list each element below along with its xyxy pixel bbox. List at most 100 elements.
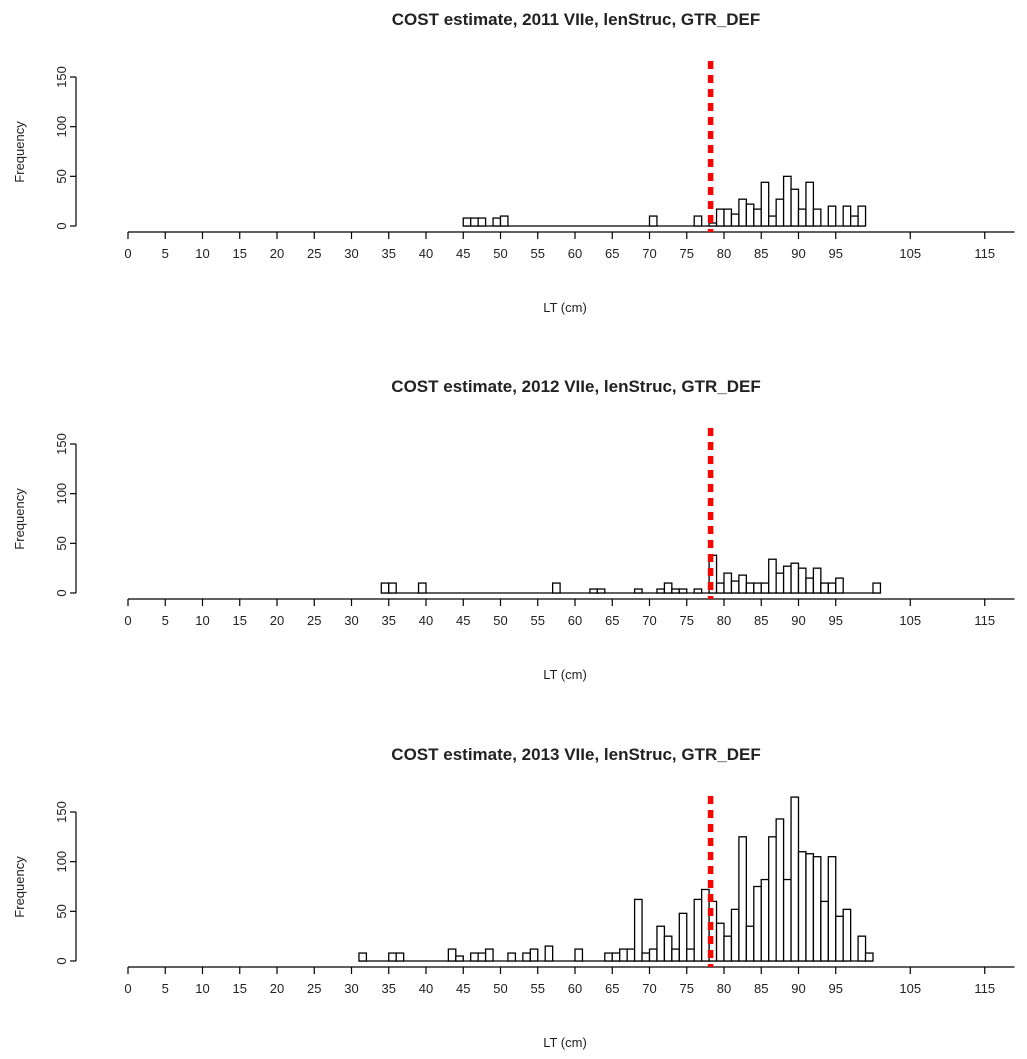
- x-tick-label: 60: [568, 613, 582, 628]
- histogram-bar: [358, 952, 368, 962]
- histogram-bar: [864, 952, 874, 962]
- histogram-bar: [820, 900, 829, 962]
- histogram-bar: [790, 562, 800, 594]
- x-tick-label: 70: [642, 981, 656, 996]
- y-tick-label: 150: [54, 66, 69, 88]
- histogram-bar: [753, 885, 762, 962]
- histogram-bar: [633, 898, 643, 962]
- y-tick-label: 50: [54, 169, 69, 183]
- x-tick-label: 105: [899, 246, 921, 261]
- histogram-bar: [388, 952, 397, 962]
- histogram-bar: [380, 582, 390, 594]
- x-tick-label: 10: [195, 613, 209, 628]
- histogram-bar: [730, 908, 740, 962]
- histogram-bar: [507, 952, 517, 962]
- histogram-bar: [462, 217, 472, 227]
- x-tick-label: 45: [456, 981, 470, 996]
- histogram-bar: [656, 588, 666, 594]
- histogram-bar: [589, 588, 599, 594]
- histogram-bar: [619, 948, 628, 962]
- histogram-bar: [417, 582, 427, 594]
- histogram-bar: [455, 955, 464, 962]
- x-tick-label: 50: [493, 246, 507, 261]
- x-tick-label: 35: [382, 613, 396, 628]
- histogram-bar: [626, 948, 636, 962]
- histogram-bar: [641, 952, 651, 962]
- histogram-bar: [775, 572, 785, 594]
- histogram-bar: [529, 948, 539, 962]
- histogram-bar: [797, 567, 807, 594]
- histogram-panel-3: COST estimate, 2013 VIIe, lenStruc, GTR_…: [12, 745, 1015, 1050]
- histogram-bar: [850, 215, 859, 227]
- x-tick-label: 30: [344, 246, 358, 261]
- histogram-bar: [477, 217, 487, 227]
- y-tick-label: 0: [54, 589, 69, 596]
- x-tick-label: 45: [456, 613, 470, 628]
- histogram-bar: [768, 558, 777, 594]
- x-tick-label: 20: [270, 613, 284, 628]
- histogram-bar: [872, 582, 882, 594]
- x-tick-label: 95: [829, 613, 843, 628]
- histogram-bar: [671, 948, 680, 962]
- x-tick-label: 25: [307, 981, 321, 996]
- x-tick-label: 10: [195, 981, 209, 996]
- x-tick-label: 80: [717, 981, 731, 996]
- histogram-panel-2: COST estimate, 2012 VIIe, lenStruc, GTR_…: [12, 377, 1015, 682]
- histogram-bar: [760, 878, 770, 962]
- histogram-bar: [499, 215, 509, 227]
- x-tick-label: 10: [195, 246, 209, 261]
- histogram-bar: [715, 922, 725, 962]
- histogram-bar: [857, 935, 867, 962]
- histogram-bar: [552, 582, 561, 594]
- histogram-bar: [812, 856, 822, 962]
- histogram-bar: [820, 582, 829, 594]
- histogram-bar: [805, 577, 815, 594]
- x-tick-label: 15: [233, 981, 247, 996]
- histogram-bar: [470, 217, 479, 227]
- histogram-bar: [775, 818, 785, 962]
- histogram-bar: [768, 215, 777, 227]
- x-tick-label: 90: [791, 246, 805, 261]
- histogram-bar: [857, 205, 867, 227]
- x-tick-label: 25: [307, 613, 321, 628]
- y-tick-label: 100: [54, 851, 69, 873]
- histogram-bar: [447, 948, 457, 962]
- y-tick-label: 0: [54, 222, 69, 229]
- histogram-bar: [671, 588, 680, 594]
- histogram-bar: [678, 912, 688, 962]
- histogram-bar: [648, 948, 658, 962]
- histogram-bar: [492, 217, 502, 227]
- x-tick-label: 40: [419, 981, 433, 996]
- histogram-bar: [805, 181, 815, 227]
- x-tick-label: 45: [456, 246, 470, 261]
- histogram-bar: [827, 205, 837, 227]
- histogram-bar: [522, 952, 531, 962]
- x-tick-label: 50: [493, 981, 507, 996]
- histogram-bar: [768, 836, 777, 962]
- histogram-bar: [484, 948, 494, 962]
- histogram-bar: [693, 898, 703, 962]
- y-tick-label: 150: [54, 433, 69, 455]
- histogram-bar: [738, 198, 748, 227]
- histogram-bar: [797, 851, 807, 962]
- histogram-bar: [790, 796, 800, 962]
- histogram-bar: [715, 208, 725, 227]
- x-tick-label: 80: [717, 613, 731, 628]
- x-tick-label: 30: [344, 981, 358, 996]
- x-tick-label: 95: [829, 246, 843, 261]
- y-tick-label: 50: [54, 904, 69, 918]
- histogram-bar: [745, 925, 755, 962]
- x-tick-label: 105: [899, 981, 921, 996]
- x-tick-label: 75: [680, 981, 694, 996]
- x-tick-label: 5: [162, 613, 169, 628]
- histogram-bar: [782, 878, 792, 962]
- histogram-bar: [715, 582, 725, 594]
- histogram-bar: [693, 588, 703, 594]
- histogram-bar: [395, 952, 405, 962]
- histogram-bar: [663, 582, 673, 594]
- chart-title: COST estimate, 2012 VIIe, lenStruc, GTR_…: [391, 377, 760, 396]
- histogram-bar: [753, 208, 762, 227]
- x-tick-label: 95: [829, 981, 843, 996]
- histogram-bar: [775, 198, 785, 227]
- histogram-bar: [745, 203, 755, 227]
